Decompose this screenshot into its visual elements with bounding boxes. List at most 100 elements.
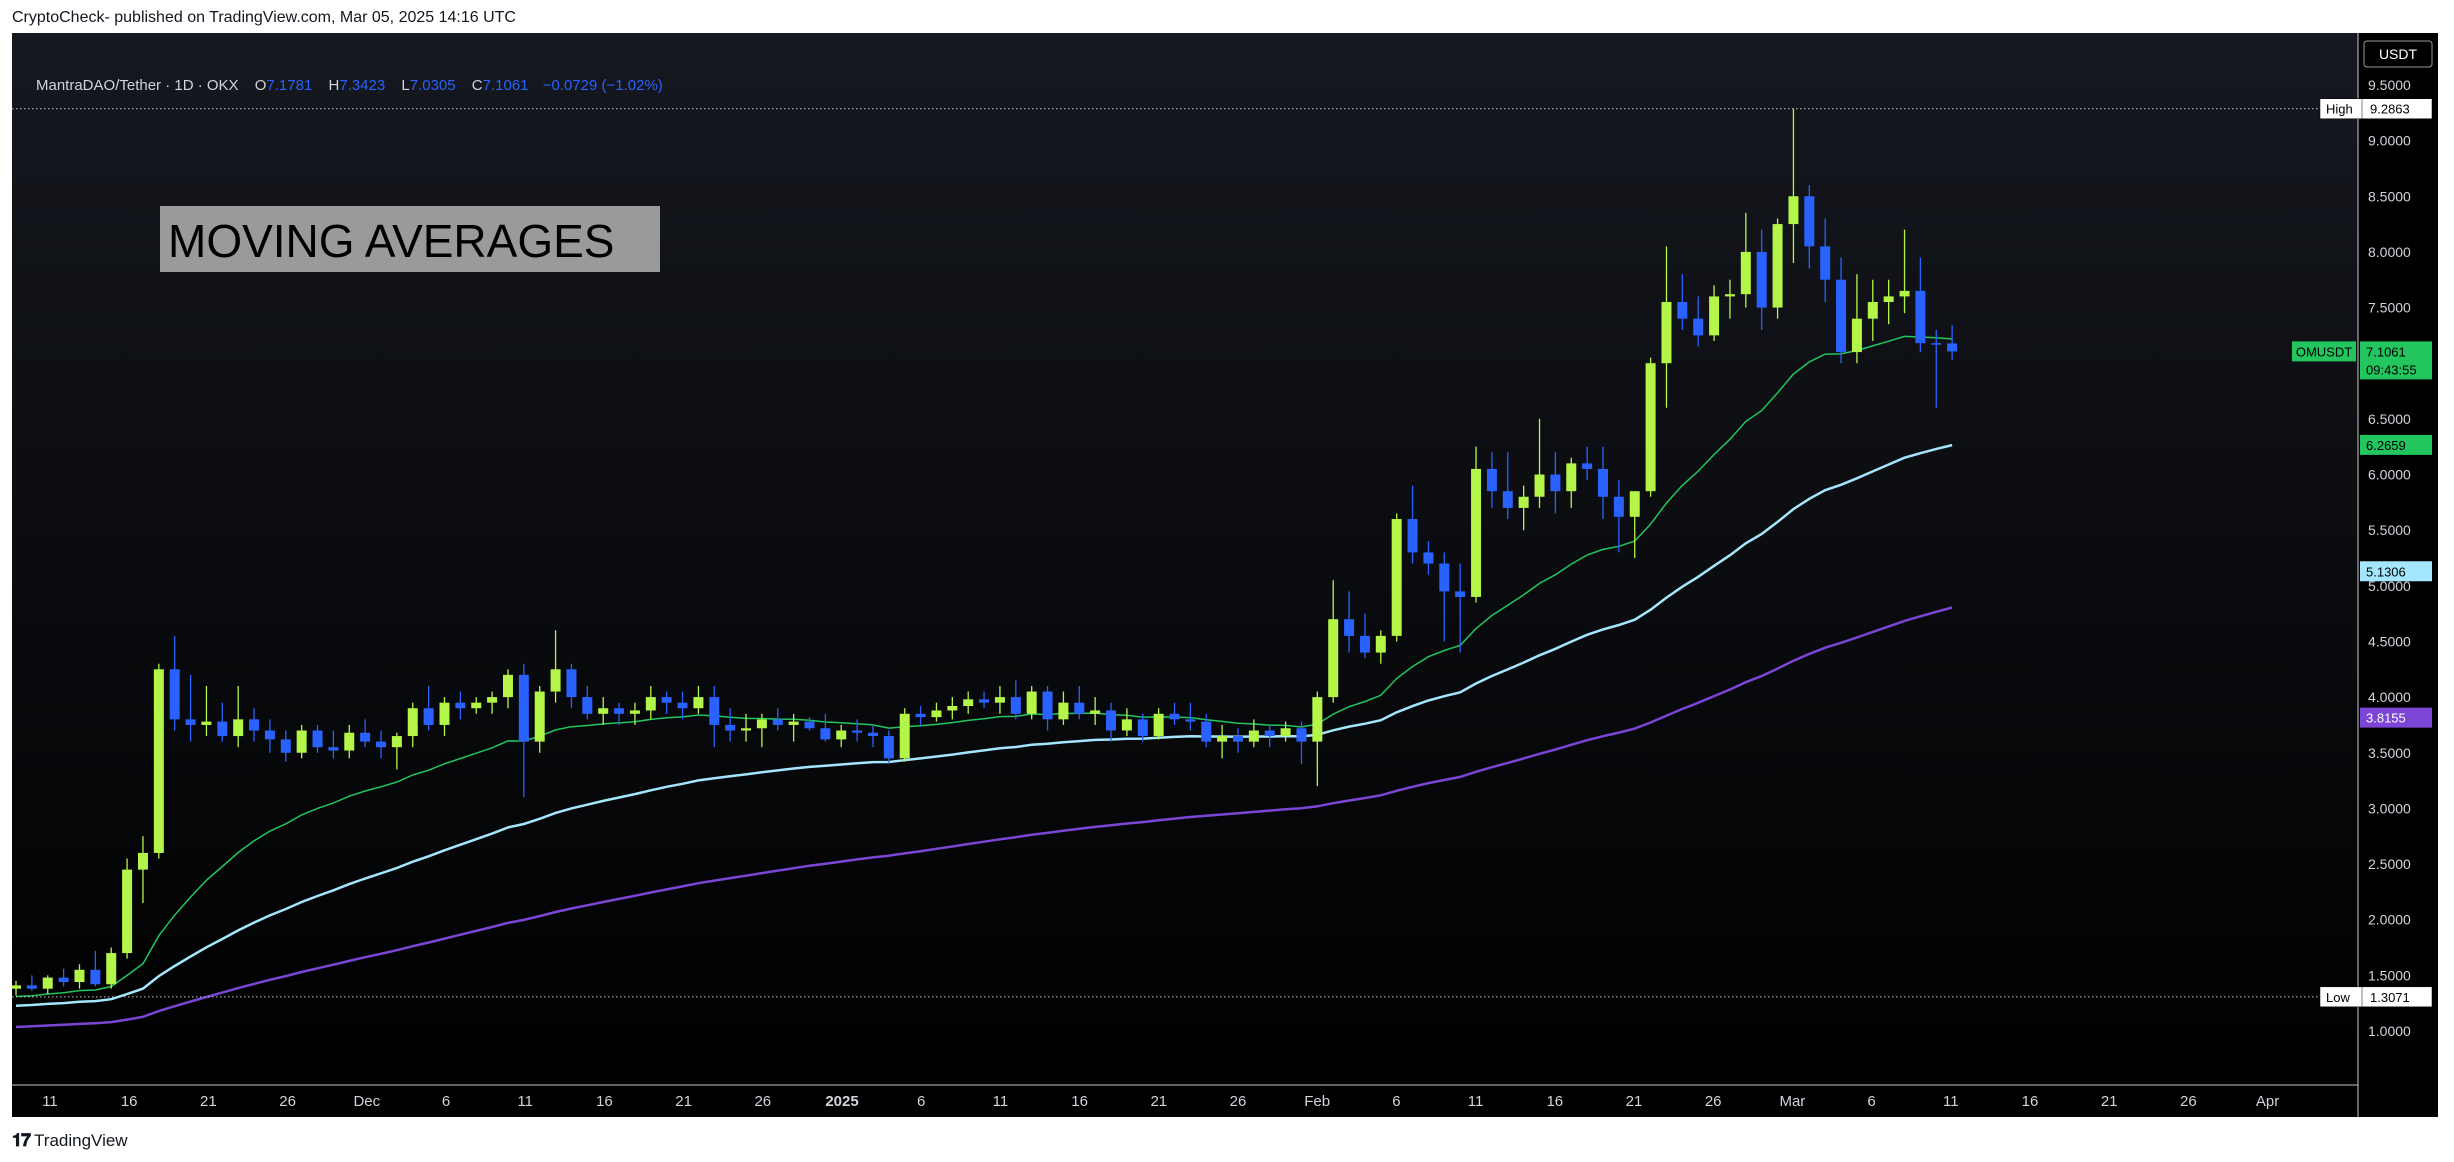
y-tick-label: 9.0000 [2368, 133, 2411, 149]
y-tick-label: 5.5000 [2368, 522, 2411, 538]
candle [1153, 708, 1164, 740]
candle [693, 685, 704, 714]
candle [296, 724, 307, 759]
x-tick-label: 26 [2180, 1093, 2197, 1110]
high-label: H [328, 77, 340, 94]
badge-countdown: 09:43:55 [2366, 362, 2417, 377]
candlestick-series [11, 108, 1958, 996]
candle [614, 702, 625, 725]
chart-title-box: MOVING AVERAGES [160, 206, 660, 272]
candle [1201, 713, 1212, 748]
y-tick-label: 3.0000 [2368, 800, 2411, 816]
candle [836, 724, 847, 748]
x-tick-label: 16 [596, 1093, 613, 1110]
candle [280, 730, 291, 762]
x-tick-label: 2025 [825, 1093, 858, 1110]
candle [137, 836, 148, 904]
candle [1677, 274, 1688, 330]
candle [772, 708, 783, 731]
candle [1026, 685, 1037, 720]
high-label-box: High 9.2863 [2319, 98, 2433, 119]
candle [1582, 446, 1593, 481]
candle [1375, 630, 1386, 664]
candle [502, 669, 513, 709]
candle [645, 685, 656, 720]
candle [1788, 108, 1799, 264]
candle [1471, 446, 1482, 603]
ma-value-badge: 6.2659 [2360, 434, 2432, 455]
candle [1629, 491, 1640, 558]
tradingview-logo[interactable]: 𝟏𝟕 TradingView [12, 1130, 128, 1151]
moving-average-lines [15, 335, 1953, 1029]
candle [1106, 702, 1117, 742]
candle [1058, 691, 1069, 725]
candle [534, 685, 545, 753]
ma-badge-value: 6.2659 [2366, 438, 2406, 453]
candle [1010, 680, 1021, 720]
x-tick-label: 21 [1150, 1093, 1167, 1110]
currency-button[interactable]: USDT [2363, 40, 2433, 68]
ma-fast-line [15, 335, 1953, 998]
candle [1312, 691, 1323, 787]
x-tick-label: 6 [442, 1093, 450, 1110]
candle [1439, 552, 1450, 642]
y-tick-label: 2.5000 [2368, 856, 2411, 872]
candle [661, 691, 672, 714]
ma-badge-value: 3.8155 [2366, 711, 2406, 726]
x-tick-label: 11 [42, 1093, 58, 1110]
chart-canvas[interactable]: High 9.2863 Low 1.3071 1.0000 1.5000 2.0000 2.… [11, 33, 2438, 1117]
x-tick-label: 21 [2101, 1093, 2118, 1110]
candle [1709, 285, 1720, 341]
candle [1598, 446, 1608, 520]
candle [1486, 452, 1497, 508]
candle [106, 947, 117, 989]
candle [1328, 580, 1339, 703]
candle [566, 663, 577, 709]
candle [11, 980, 21, 996]
y-tick-label: 3.5000 [2368, 745, 2411, 761]
candle [1947, 325, 1958, 360]
symbol-legend[interactable]: MantraDAO/Tether · 1D · OKX O7.1781 H7.3… [36, 77, 663, 94]
candle [328, 730, 339, 759]
candle [42, 975, 53, 995]
badge-price: 7.1061 [2366, 344, 2406, 359]
y-tick-label: 5.0000 [2368, 578, 2411, 594]
candle [391, 732, 402, 770]
low-label-box: Low 1.3071 [2319, 986, 2433, 1008]
candle [852, 719, 863, 742]
candle [1296, 721, 1307, 764]
y-tick-label: 4.0000 [2368, 689, 2411, 705]
candle [1264, 724, 1275, 748]
candle [979, 691, 990, 709]
candle [1090, 697, 1101, 725]
candle [1566, 457, 1577, 508]
x-tick-label: 21 [200, 1093, 217, 1110]
candle [1169, 702, 1180, 725]
y-tick-label: 1.0000 [2368, 1023, 2411, 1039]
badge-symbol: OMUSDT [2296, 344, 2352, 359]
close-label: C [471, 77, 483, 94]
chart-title: MOVING AVERAGES [168, 215, 614, 267]
candle [677, 691, 688, 720]
open-label: O [254, 77, 267, 94]
candle [931, 702, 942, 722]
candle [899, 708, 910, 762]
y-tick-label: 8.5000 [2368, 188, 2411, 204]
price-axis[interactable]: 1.0000 1.5000 2.0000 2.5000 3.0000 3.5000 4.00… [2368, 77, 2411, 1039]
time-axis[interactable]: 11 16 21 26 Dec 6 11 16 21 26 2025 6 11 16 21 26 Feb 6 11 1… [42, 1093, 2279, 1110]
published-caption: CryptoCheck- published on TradingView.co… [12, 9, 516, 26]
x-tick-label: 11 [1943, 1093, 1959, 1110]
x-tick-label: 26 [279, 1093, 296, 1110]
candle [471, 697, 482, 714]
x-tick-label: Feb [1304, 1093, 1330, 1110]
candle [360, 719, 371, 748]
candle [122, 858, 133, 959]
candle [963, 691, 974, 714]
last-price-badge: OMUSDT 7.1061 09:43:55 [2292, 341, 2432, 380]
x-tick-label: 16 [121, 1093, 138, 1110]
x-tick-label: 6 [1392, 1093, 1400, 1110]
chart-panel[interactable]: High 9.2863 Low 1.3071 1.0000 1.5000 2.0000 2.… [11, 33, 2438, 1117]
candle [1121, 708, 1132, 737]
candle [201, 685, 212, 737]
x-tick-label: 16 [1546, 1093, 1563, 1110]
